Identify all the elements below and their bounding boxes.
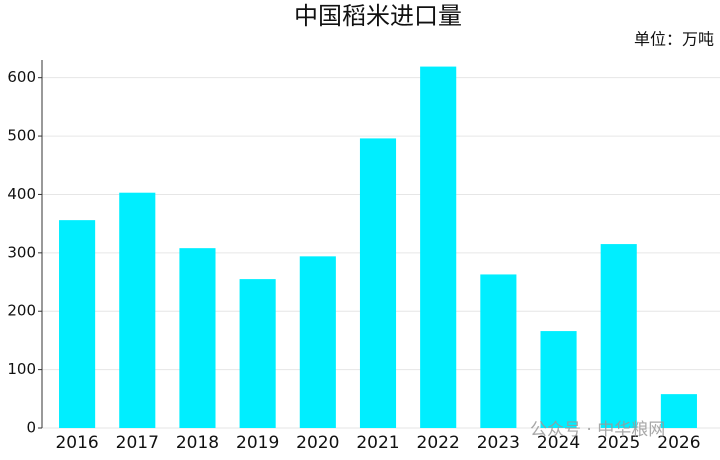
bar: [480, 274, 517, 428]
x-tick-label: 2019: [236, 433, 279, 453]
bar: [420, 66, 457, 429]
y-tick-label: 0: [26, 419, 36, 437]
x-tick-label: 2017: [116, 433, 159, 453]
bar: [119, 192, 156, 428]
bar: [660, 394, 697, 428]
y-tick-label: 200: [7, 302, 36, 320]
x-tick-label: 2023: [477, 433, 520, 453]
bar: [299, 256, 336, 428]
bar: [359, 138, 397, 428]
x-tick-label: 2018: [176, 433, 219, 453]
unit-label: 单位：万吨: [634, 30, 714, 49]
chart-title: 中国稻米进口量: [294, 2, 462, 30]
bar: [239, 279, 276, 428]
x-tick-label: 2025: [597, 433, 640, 453]
bar: [600, 244, 637, 428]
y-tick-label: 400: [7, 185, 36, 203]
bar: [179, 248, 216, 428]
y-tick-label: 500: [7, 127, 36, 145]
y-tick-label: 600: [7, 68, 36, 86]
x-tick-label: 2024: [537, 433, 580, 453]
x-tick-label: 2026: [657, 433, 700, 453]
x-tick-label: 2021: [356, 433, 399, 453]
x-tick-label: 2022: [417, 433, 460, 453]
x-tick-label: 2020: [296, 433, 339, 453]
y-tick-label: 100: [7, 360, 36, 378]
bar: [59, 220, 96, 428]
y-tick-label: 300: [7, 243, 36, 261]
x-tick-label: 2016: [55, 433, 98, 453]
bar: [540, 331, 577, 428]
watermark: 公众号 · 中华粮网: [530, 420, 665, 440]
